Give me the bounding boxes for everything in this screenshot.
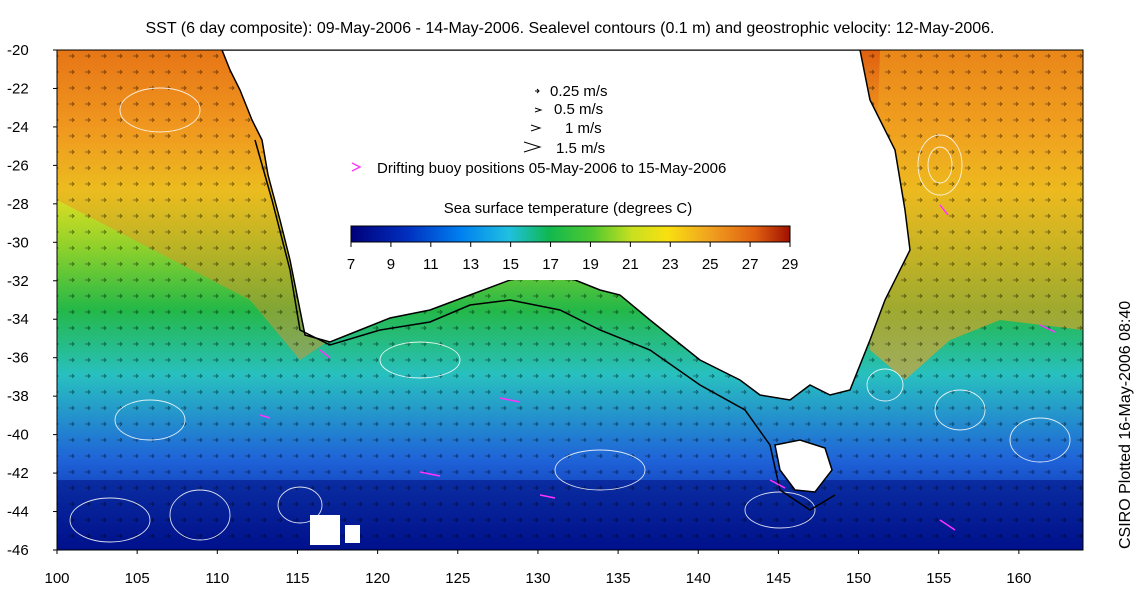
x-tick-label: 130 (525, 570, 550, 587)
drifting-buoys (259, 204, 1056, 531)
colorbar-tick-label: 19 (582, 256, 599, 273)
ice-specks (310, 515, 360, 545)
map-title: SST (6 day composite): 09-May-2006 - 14-… (145, 20, 995, 37)
plot-frame (56, 49, 1084, 551)
x-tick-label: 125 (445, 570, 470, 587)
x-tick-label: 160 (1006, 570, 1031, 587)
buoy-legend-label: Drifting buoy positions 05-May-2006 to 1… (377, 160, 726, 177)
velocity-label-1: 0.5 m/s (554, 101, 603, 118)
x-axis: 100 105 110 115 120 125 130 135 140 145 150 155 160 (44, 550, 1031, 587)
x-tick-label: 140 (686, 570, 711, 587)
velocity-label-2: 1 m/s (565, 120, 602, 137)
vector-0-25-icon (535, 88, 540, 94)
y-tick-label: -26 (7, 157, 29, 174)
colorbar-tick-label: 15 (502, 256, 519, 273)
y-tick-label: -24 (7, 119, 29, 136)
sealevel-contours (69, 87, 1071, 543)
plot-credit: CSIRO Plotted 16-May-2006 08:40 (1117, 300, 1134, 549)
y-tick-label: -36 (7, 350, 29, 367)
colorbar-tick-label: 11 (423, 256, 439, 273)
colorbar-tick-label: 25 (702, 256, 719, 273)
colorbar-tick-label: 27 (742, 256, 759, 273)
y-tick-label: -32 (7, 273, 29, 290)
y-tick-label: -22 (7, 80, 29, 97)
x-tick-label: 105 (125, 570, 150, 587)
colorbar-tick-label: 7 (347, 256, 355, 273)
colorbar-gradient (350, 225, 791, 243)
y-tick-label: -44 (7, 504, 29, 521)
y-tick-label: -30 (7, 234, 29, 251)
velocity-legend: 0.25 m/s 0.5 m/s 1 m/s 1.5 m/s Drifting … (351, 83, 726, 177)
colorbar: Sea surface temperature (degrees C) 7 9 11… (347, 200, 799, 273)
colorbar-tick-label: 23 (662, 256, 679, 273)
y-tick-label: -28 (7, 196, 29, 213)
y-tick-label: -34 (7, 311, 29, 328)
velocity-label-3: 1.5 m/s (556, 140, 605, 157)
colorbar-tick-label: 17 (542, 256, 559, 273)
tasmania (774, 439, 833, 493)
x-tick-label: 145 (766, 570, 791, 587)
x-tick-label: 150 (846, 570, 871, 587)
colorbar-tick-label: 9 (387, 256, 395, 273)
x-tick-label: 120 (365, 570, 390, 587)
velocity-label-0: 0.25 m/s (550, 83, 608, 100)
x-tick-label: 135 (606, 570, 631, 587)
x-tick-label: 155 (926, 570, 951, 587)
colorbar-tick-label: 13 (462, 256, 479, 273)
y-tick-label: -42 (7, 465, 29, 482)
x-tick-label: 115 (286, 570, 310, 587)
y-tick-label: -20 (7, 42, 29, 59)
x-tick-label: 100 (44, 570, 69, 587)
y-axis: -20 -22 -24 -26 -28 -30 -32 -34 -36 -38 -40 -42 -44 -… (7, 42, 57, 559)
colorbar-title: Sea surface temperature (degrees C) (444, 200, 692, 217)
vector-0-5-icon (534, 107, 543, 113)
vector-1-icon (530, 124, 542, 132)
colorbar-tick-label: 29 (782, 256, 799, 273)
vector-1-5-icon (523, 141, 542, 153)
x-tick-label: 110 (205, 570, 229, 587)
y-tick-label: -40 (7, 427, 29, 444)
shelf-boundary (254, 139, 836, 511)
colorbar-tick-label: 21 (622, 256, 639, 273)
buoy-marker-icon (351, 162, 362, 172)
y-tick-label: -38 (7, 388, 29, 405)
y-tick-label: -46 (7, 542, 29, 559)
